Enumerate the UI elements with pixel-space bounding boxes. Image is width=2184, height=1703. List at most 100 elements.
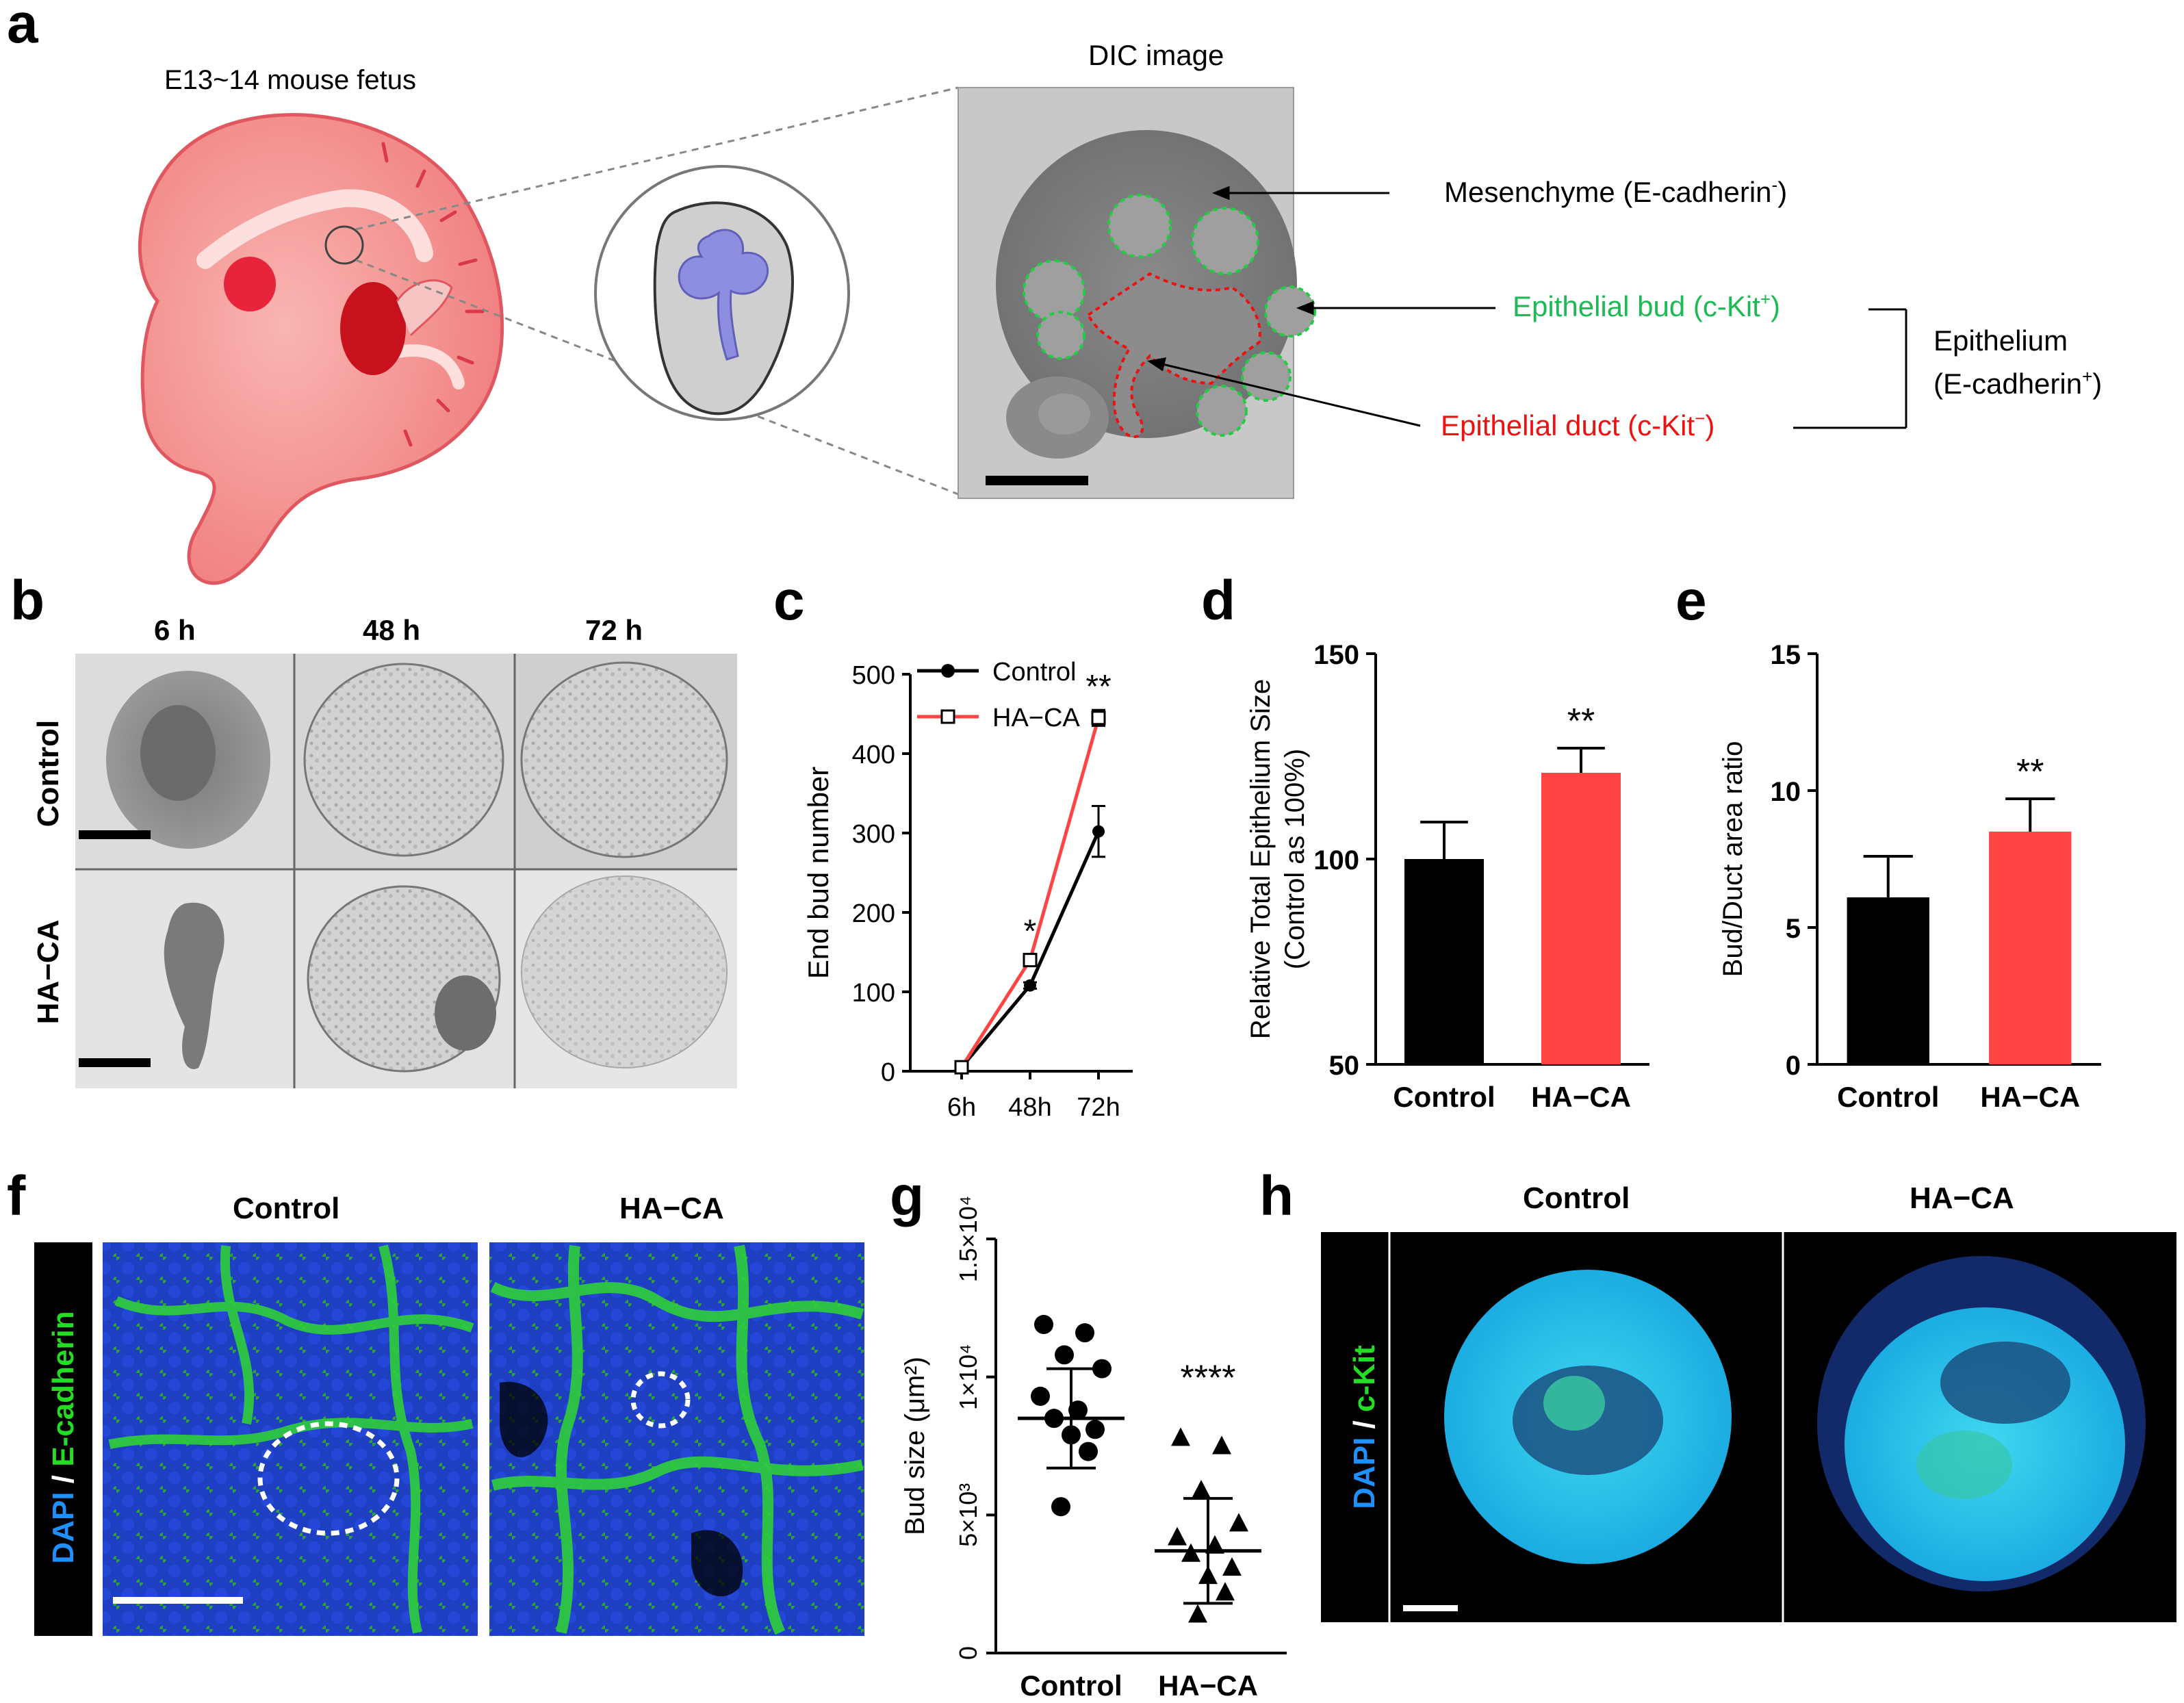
panel-d: d 50 100 150 Control HA−CA ** Relative Total E… <box>1201 569 1649 1113</box>
scale-bar-b-bottom <box>79 1058 151 1067</box>
fetus-eye <box>224 257 276 311</box>
panel-f: f Control HA−CA DAPI / E-cadherin <box>7 1165 864 1636</box>
data-point <box>1051 1497 1070 1517</box>
legend-label-control: Control <box>992 658 1077 687</box>
epithelial-duct-label: Epithelial duct (c-Kit−) <box>1441 408 1714 441</box>
col-label-control-f: Control <box>233 1192 339 1225</box>
dic-epithelial-buds <box>1023 194 1316 437</box>
y-tick-label: 50 <box>1329 1051 1360 1081</box>
row-label-ha-ca: HA−CA <box>31 920 65 1025</box>
legend-marker-control <box>941 664 955 678</box>
col-label-48h: 48 h <box>363 614 420 646</box>
panel-letter-b: b <box>10 569 44 632</box>
y-axis-label: Bud/Duct area ratio <box>1718 741 1748 977</box>
series-line-1 <box>960 717 1101 1068</box>
organoid-ha-ca-72h <box>521 875 728 1068</box>
fetus-somites <box>381 142 485 447</box>
col-label-ha-ca-f: HA−CA <box>619 1192 724 1225</box>
data-point <box>1055 1345 1074 1365</box>
gland-epithelium-schematic <box>678 229 769 361</box>
epithelium-label: Epithelium <box>1934 324 2068 357</box>
bar-1 <box>1541 773 1621 1064</box>
y-tick-label: 150 <box>1313 640 1359 670</box>
organoid-control-72h <box>520 661 728 858</box>
fetus-highlight <box>196 189 433 269</box>
chart-bud-size: 0 5×10³ 1×10⁴ 1.5×10⁴ Bud size (μm²) Control H… <box>900 1196 1287 1702</box>
col-label-control-h: Control <box>1523 1181 1630 1215</box>
y-tick-label: 100 <box>852 979 895 1008</box>
panel-letter-f: f <box>7 1165 26 1227</box>
data-point <box>1171 1427 1190 1446</box>
data-point <box>1168 1526 1187 1546</box>
epithelial-bud-label: Epithelial bud (c-Kit+) <box>1513 289 1780 322</box>
x-tick-label: Control <box>1020 1669 1122 1702</box>
data-point <box>1023 953 1038 968</box>
panel-h: h Control HA−CA DAPI / c-Kit <box>1259 1165 2176 1622</box>
panel-a: a E13~14 mouse fetus <box>7 0 2102 585</box>
stain-label-box-f <box>34 1242 92 1636</box>
data-point <box>1091 710 1106 726</box>
significance-marker: **** <box>1181 1358 1236 1398</box>
x-tick-label: 72h <box>1077 1093 1120 1122</box>
data-point <box>1181 1543 1200 1562</box>
x-tick-label: HA−CA <box>1980 1081 2080 1113</box>
y-tick-label: 10 <box>1771 777 1801 807</box>
data-point <box>1205 1535 1224 1554</box>
epithelium-marker-label: (E-cadherin+) <box>1934 366 2102 400</box>
y-axis-label-line2: (Control as 100%) <box>1280 749 1310 969</box>
dic-image <box>958 87 1316 499</box>
bud-outline-ha-ca <box>630 1371 691 1429</box>
data-point <box>1216 1582 1235 1601</box>
x-tick-label: HA−CA <box>1531 1081 1631 1113</box>
x-tick-label: 6h <box>947 1093 976 1122</box>
legend-marker-ha-ca <box>940 709 955 724</box>
legend-label-ha-ca: HA−CA <box>992 704 1080 732</box>
x-tick-label: HA−CA <box>1158 1669 1258 1702</box>
x-tick-label: 48h <box>1008 1093 1051 1122</box>
x-tick-label: Control <box>1393 1081 1495 1113</box>
data-point <box>1192 1480 1211 1499</box>
y-axis-label: End bud number <box>802 767 834 979</box>
bar-0 <box>1847 897 1929 1064</box>
data-point <box>1075 1323 1094 1343</box>
y-tick-label: 15 <box>1771 640 1801 670</box>
data-point <box>1079 1442 1098 1461</box>
x-tick-label: Control <box>1837 1081 1939 1113</box>
gland-schematic <box>594 165 850 421</box>
stain-label-h: DAPI / c-Kit <box>1348 1345 1381 1509</box>
y-tick-label: 5×10³ <box>954 1483 982 1547</box>
fetus-limb <box>396 279 453 337</box>
y-tick-label: 1.5×10⁴ <box>954 1196 982 1283</box>
stain-label-f: DAPI / E-cadherin <box>47 1311 80 1563</box>
data-point <box>1222 1557 1242 1576</box>
data-point <box>1229 1513 1248 1532</box>
panel-g: g 0 5×10³ 1×10⁴ 1.5×10⁴ Bud size (μm²) Contro… <box>890 1165 1287 1702</box>
dic-epithelial-duct <box>1086 272 1261 439</box>
dic-annotation-lines <box>1147 185 1907 429</box>
significance-marker: ** <box>1085 669 1111 705</box>
col-label-6h: 6 h <box>154 614 196 646</box>
bar-1 <box>1989 832 2072 1064</box>
panel-letter-d: d <box>1201 569 1235 632</box>
dic-title: DIC image <box>1088 39 1224 71</box>
data-point <box>954 1060 969 1075</box>
panel-letter-g: g <box>890 1165 924 1227</box>
organoid-control-48h <box>303 663 504 857</box>
significance-marker: ** <box>2016 752 2044 792</box>
significance-marker: * <box>1024 913 1037 949</box>
data-point <box>1092 1359 1112 1379</box>
row-label-control: Control <box>31 720 65 827</box>
mouse-fetus-illustration <box>138 113 504 585</box>
y-tick-label: 100 <box>1313 845 1359 875</box>
image-h-ha-ca <box>1817 1256 2146 1591</box>
data-point <box>1034 1315 1053 1335</box>
gland-location-circle <box>324 225 364 265</box>
chart-bud-duct-ratio: 0 5 10 15 Control HA−CA ** Bud/Duct area ratio <box>1718 640 2101 1113</box>
panel-b: b 6 h 48 h 72 h Control HA−CA <box>10 569 737 1088</box>
data-point <box>1024 979 1036 992</box>
panel-letter-h: h <box>1259 1165 1294 1227</box>
y-axis-label: Bud size (μm²) <box>900 1357 930 1535</box>
panel-letter-e: e <box>1675 569 1707 632</box>
